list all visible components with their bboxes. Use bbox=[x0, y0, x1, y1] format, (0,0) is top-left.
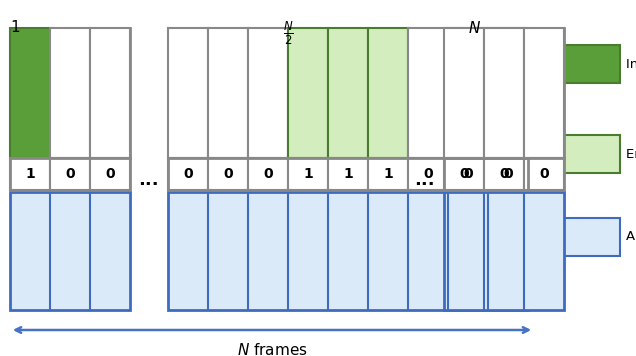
Text: Emotion style: Emotion style bbox=[626, 147, 636, 161]
Bar bbox=[368, 28, 408, 158]
Text: ...: ... bbox=[413, 171, 434, 189]
Text: 0: 0 bbox=[463, 167, 473, 181]
Text: 1: 1 bbox=[383, 167, 393, 181]
Bar bbox=[408, 158, 448, 190]
Text: 0: 0 bbox=[65, 167, 75, 181]
Bar bbox=[548, 135, 620, 173]
Bar bbox=[444, 28, 564, 158]
Bar bbox=[50, 28, 90, 158]
Bar bbox=[90, 158, 130, 190]
Bar bbox=[548, 218, 620, 256]
Bar bbox=[328, 28, 368, 158]
Bar bbox=[408, 28, 448, 158]
Bar bbox=[10, 28, 50, 158]
Bar bbox=[90, 28, 130, 158]
Bar bbox=[50, 158, 90, 190]
Bar bbox=[168, 192, 528, 310]
Text: 0: 0 bbox=[223, 167, 233, 181]
Bar bbox=[328, 158, 368, 190]
Bar bbox=[484, 28, 524, 158]
Bar bbox=[288, 158, 328, 190]
Bar bbox=[10, 192, 130, 310]
Bar bbox=[168, 28, 528, 158]
Text: $N$: $N$ bbox=[468, 20, 481, 36]
Text: 1: 1 bbox=[343, 167, 353, 181]
Text: $N$ frames: $N$ frames bbox=[237, 342, 307, 356]
Bar bbox=[248, 158, 288, 190]
Text: 0: 0 bbox=[499, 167, 509, 181]
Bar bbox=[524, 28, 564, 158]
Bar bbox=[488, 28, 528, 158]
Bar bbox=[524, 158, 564, 190]
Bar bbox=[168, 158, 208, 190]
Bar bbox=[288, 28, 328, 158]
Text: 0: 0 bbox=[183, 167, 193, 181]
Bar bbox=[10, 158, 130, 190]
Bar bbox=[208, 158, 248, 190]
Bar bbox=[168, 158, 528, 190]
Bar bbox=[444, 192, 564, 310]
Bar bbox=[488, 158, 528, 190]
Text: 0: 0 bbox=[423, 167, 433, 181]
Bar bbox=[444, 158, 564, 190]
Text: 0: 0 bbox=[459, 167, 469, 181]
Bar bbox=[248, 28, 288, 158]
Bar bbox=[484, 158, 524, 190]
Bar bbox=[368, 158, 408, 190]
Text: Audio feature: Audio feature bbox=[626, 230, 636, 244]
Text: 0: 0 bbox=[263, 167, 273, 181]
Bar bbox=[444, 158, 484, 190]
Text: 1: 1 bbox=[25, 167, 35, 181]
Text: 0: 0 bbox=[105, 167, 115, 181]
Text: 0: 0 bbox=[539, 167, 549, 181]
Text: 1: 1 bbox=[303, 167, 313, 181]
Bar bbox=[448, 28, 488, 158]
Bar bbox=[10, 28, 130, 158]
Bar bbox=[168, 28, 208, 158]
Text: $\frac{N}{2}$: $\frac{N}{2}$ bbox=[282, 20, 293, 47]
Text: 0: 0 bbox=[503, 167, 513, 181]
Bar bbox=[208, 28, 248, 158]
Bar bbox=[10, 158, 50, 190]
Text: Initial state: Initial state bbox=[626, 58, 636, 70]
Text: ...: ... bbox=[137, 171, 158, 189]
Text: 1: 1 bbox=[10, 20, 20, 35]
Bar bbox=[548, 45, 620, 83]
Bar bbox=[448, 158, 488, 190]
Bar bbox=[444, 28, 484, 158]
